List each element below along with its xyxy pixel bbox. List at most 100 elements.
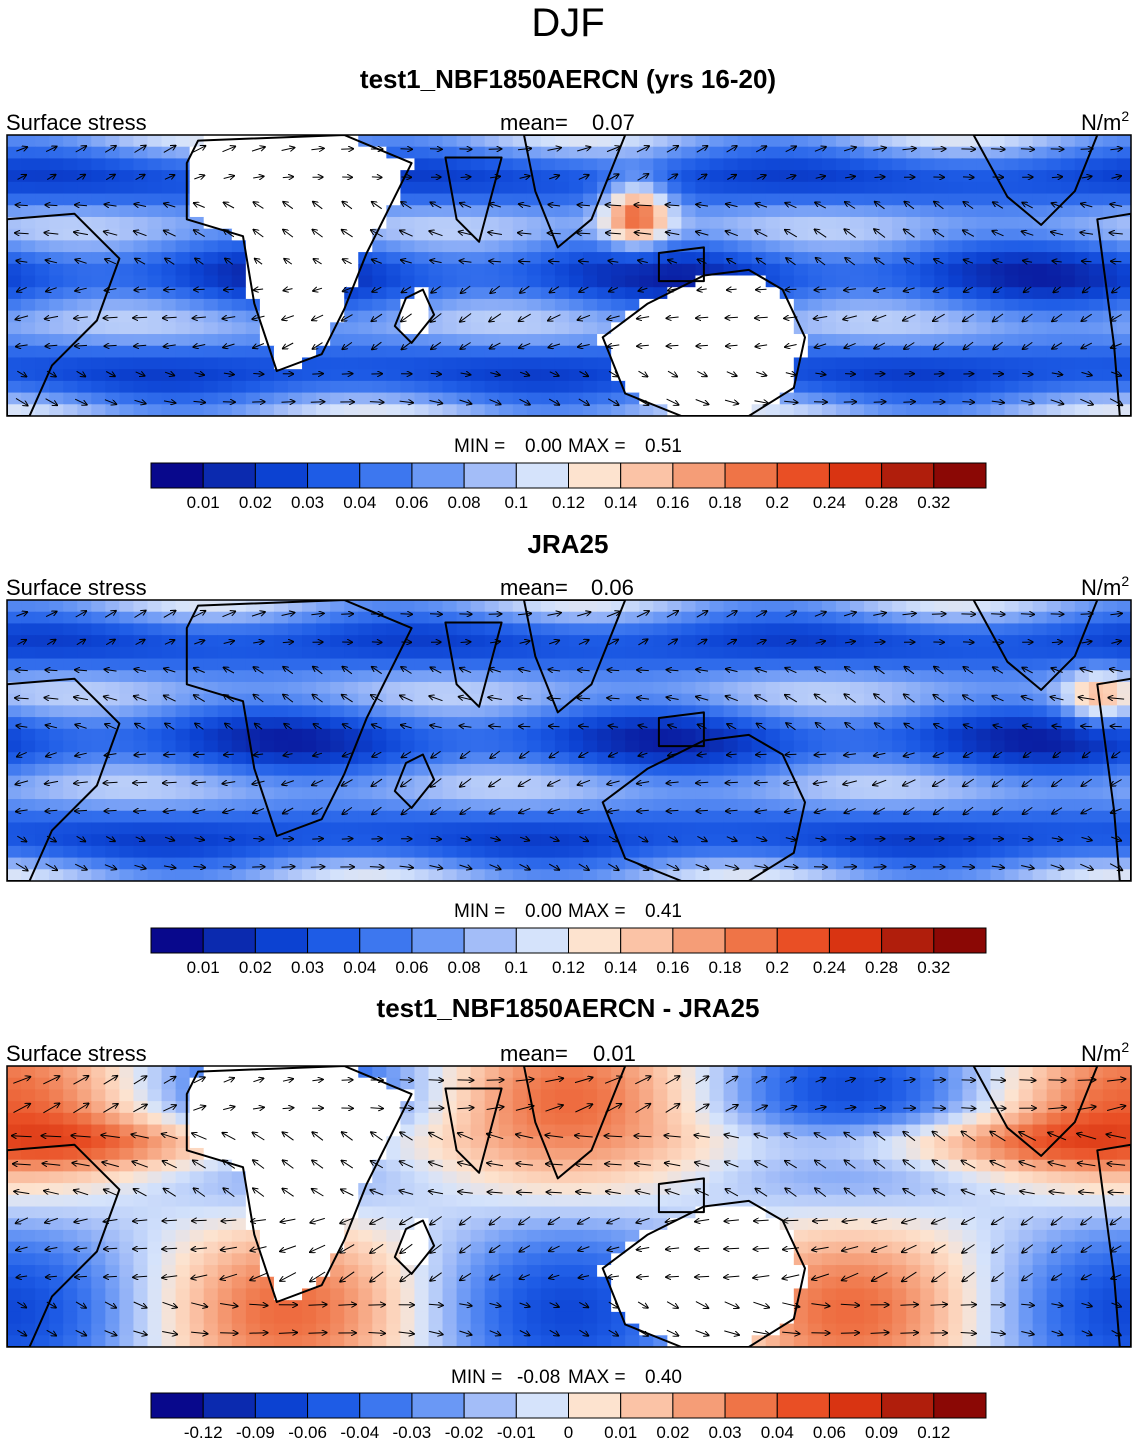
wind-arrow [371, 1161, 384, 1169]
wind-arrow [489, 399, 501, 405]
wind-arrow [607, 863, 618, 870]
wind-arrow [194, 668, 205, 673]
wind-arrow [400, 1161, 414, 1168]
mean-value: 0.07 [592, 110, 635, 135]
min-label: MIN = [454, 436, 505, 457]
wind-arrow [46, 725, 58, 728]
wind-arrow [312, 1189, 324, 1197]
colorbar-swatch [672, 462, 726, 489]
wind-arrow [993, 260, 1003, 263]
wind-arrow [811, 1304, 829, 1307]
wind-arrow [872, 1219, 888, 1222]
wind-arrow [489, 864, 501, 870]
units-label: N/m2 [1081, 1039, 1129, 1066]
colorbar-tick-label: 0.32 [917, 493, 950, 512]
wind-arrow [312, 1079, 322, 1080]
wind-arrow [875, 667, 885, 675]
wind-arrow [341, 839, 353, 840]
wind-arrow [134, 611, 146, 618]
wind-arrow [75, 1248, 88, 1250]
wind-arrow [370, 1190, 384, 1196]
colorbar-swatch [515, 1392, 569, 1419]
colorbar-tick-label: 0.14 [604, 958, 637, 977]
wind-arrow [1079, 1192, 1095, 1193]
wind-arrow [519, 1245, 531, 1252]
wind-arrow [460, 778, 472, 787]
wind-arrow [343, 724, 352, 730]
wind-arrow [637, 1276, 649, 1277]
wind-arrow [44, 698, 59, 700]
wind-arrow [193, 1077, 205, 1084]
wind-arrow [638, 260, 648, 262]
wind-arrow [1107, 1079, 1125, 1081]
wind-arrow [961, 1108, 975, 1109]
wind-arrow [667, 370, 677, 376]
wind-arrow [1111, 726, 1122, 727]
wind-arrow [45, 863, 58, 871]
wind-arrow [815, 229, 827, 238]
wind-arrow [815, 838, 825, 840]
wind-arrow [284, 289, 293, 291]
wind-arrow [104, 1330, 117, 1336]
wind-arrow [695, 1248, 710, 1249]
wind-arrow [667, 317, 679, 318]
wind-arrow [1111, 372, 1121, 376]
wind-arrow [372, 313, 383, 321]
wind-arrow [755, 345, 768, 347]
wind-arrow [284, 259, 293, 265]
wind-arrow [549, 726, 560, 727]
wind-arrow [546, 1164, 563, 1165]
colorbar-swatch [463, 1392, 517, 1419]
wind-arrow [17, 640, 27, 645]
colorbar-tick-label: 0.04 [761, 1423, 794, 1442]
wind-arrow [785, 203, 797, 209]
wind-arrow [75, 1329, 87, 1335]
panel-2: test1_NBF1850AERCN - JRA25 Surface stres… [6, 993, 1132, 1442]
wind-arrow [134, 696, 147, 702]
wind-arrow [224, 203, 235, 209]
wind-arrow [1020, 1191, 1035, 1194]
wind-arrow [399, 866, 413, 868]
colorbar-swatch [933, 1392, 987, 1419]
wind-arrow [814, 1107, 826, 1110]
wind-arrow [340, 1217, 355, 1224]
wind-arrow [489, 726, 501, 727]
wind-arrow [903, 867, 915, 868]
wind-arrow [195, 724, 204, 730]
wind-arrow [486, 1080, 504, 1081]
wind-arrow [637, 345, 649, 346]
wind-arrow [370, 1243, 384, 1253]
wind-arrow [516, 1164, 533, 1166]
coastline-samerica_w [1096, 212, 1131, 416]
wind-arrow [371, 695, 383, 703]
wind-arrow [874, 1132, 886, 1141]
wind-arrow [488, 232, 502, 234]
wind-arrow [104, 1301, 116, 1308]
wind-arrow [75, 1301, 86, 1308]
wind-arrow [1077, 1134, 1097, 1140]
wind-arrow [17, 835, 26, 841]
wind-arrow [698, 260, 707, 264]
colorbar-swatch [933, 927, 987, 954]
wind-arrow [255, 259, 263, 265]
wind-arrow [16, 147, 27, 151]
wind-arrow [74, 863, 87, 870]
wind-arrow [727, 754, 737, 755]
wind-arrow [576, 1192, 592, 1194]
wind-arrow [1081, 1303, 1092, 1306]
wind-arrow [636, 611, 649, 618]
wind-arrow [400, 1271, 413, 1281]
colorbar-tick-label: 0.28 [865, 493, 898, 512]
wind-arrow [1081, 726, 1093, 727]
wind-arrow [342, 695, 353, 703]
wind-arrow [162, 1248, 178, 1249]
wind-arrow [1051, 1304, 1062, 1306]
wind-arrow [845, 176, 855, 178]
wind-arrow [519, 176, 530, 179]
wind-arrow [194, 289, 205, 290]
coastline-india [444, 621, 503, 708]
wind-arrow [547, 148, 561, 151]
wind-arrow [874, 1160, 886, 1169]
wind-arrow [430, 1216, 442, 1225]
wind-arrow [310, 1271, 326, 1282]
